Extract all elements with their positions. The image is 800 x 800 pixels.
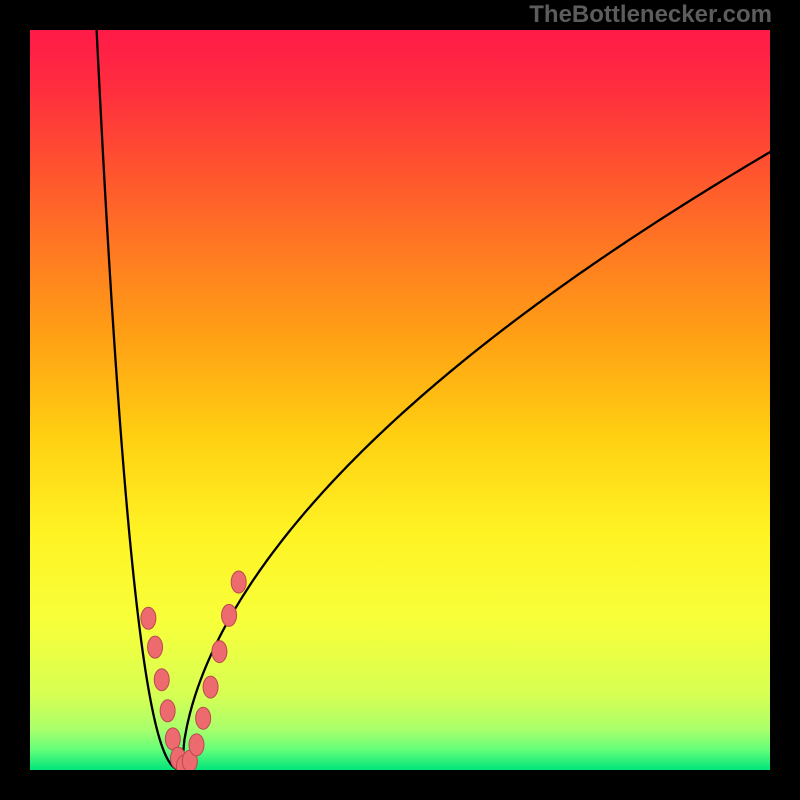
data-marker [196,707,211,729]
data-marker [231,571,246,593]
data-marker [165,728,180,750]
chart-frame: TheBottlenecker.com [0,0,800,800]
plot-area [30,30,770,770]
data-marker [212,641,227,663]
data-marker [203,676,218,698]
data-marker [148,636,163,658]
data-marker [141,607,156,629]
plot-svg [30,30,770,770]
data-marker [189,734,204,756]
gradient-background [30,30,770,770]
data-marker [222,604,237,626]
watermark-text: TheBottlenecker.com [529,1,772,29]
data-marker [154,669,169,691]
data-marker [160,700,175,722]
